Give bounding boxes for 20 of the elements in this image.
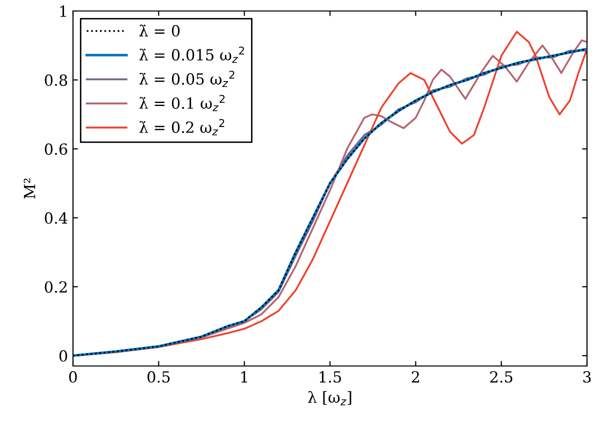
y-tick-label: 0 <box>59 350 68 362</box>
y-tick-label: 0.8 <box>44 74 68 86</box>
x-tick-label: 2 <box>412 371 420 382</box>
x-tick-label: 1.5 <box>320 371 341 383</box>
x-tick-label: 2.5 <box>490 371 512 383</box>
y-tick-label: 1 <box>60 5 66 17</box>
legend-label: λ̇ = 0.2 ω$_{z}$$^{2}$ <box>139 119 224 136</box>
x-tick-label: 0.5 <box>148 371 170 383</box>
x-tick-label: 1 <box>241 371 248 382</box>
x-tick-label: 0 <box>69 371 77 383</box>
legend-label: λ̇ = 0.1 ω$_{z}$$^{2}$ <box>139 94 225 112</box>
x-axis-title: λ [ω$_{z}$] <box>308 391 352 406</box>
legend-label: λ̇ = 0.05 ω$_{z}$$^{2}$ <box>139 70 234 88</box>
y-tick-label: 0.6 <box>44 143 68 155</box>
y-tick-label: 0.4 <box>44 212 68 224</box>
x-tick-label: 3 <box>583 371 591 383</box>
legend-label: λ̇ = 0.015 ω$_{z}$$^{2}$ <box>139 46 244 63</box>
y-axis-title: M² <box>24 178 36 199</box>
legend-label: λ̇ = 0 <box>139 24 180 37</box>
y-tick-label: 0.2 <box>44 281 67 293</box>
